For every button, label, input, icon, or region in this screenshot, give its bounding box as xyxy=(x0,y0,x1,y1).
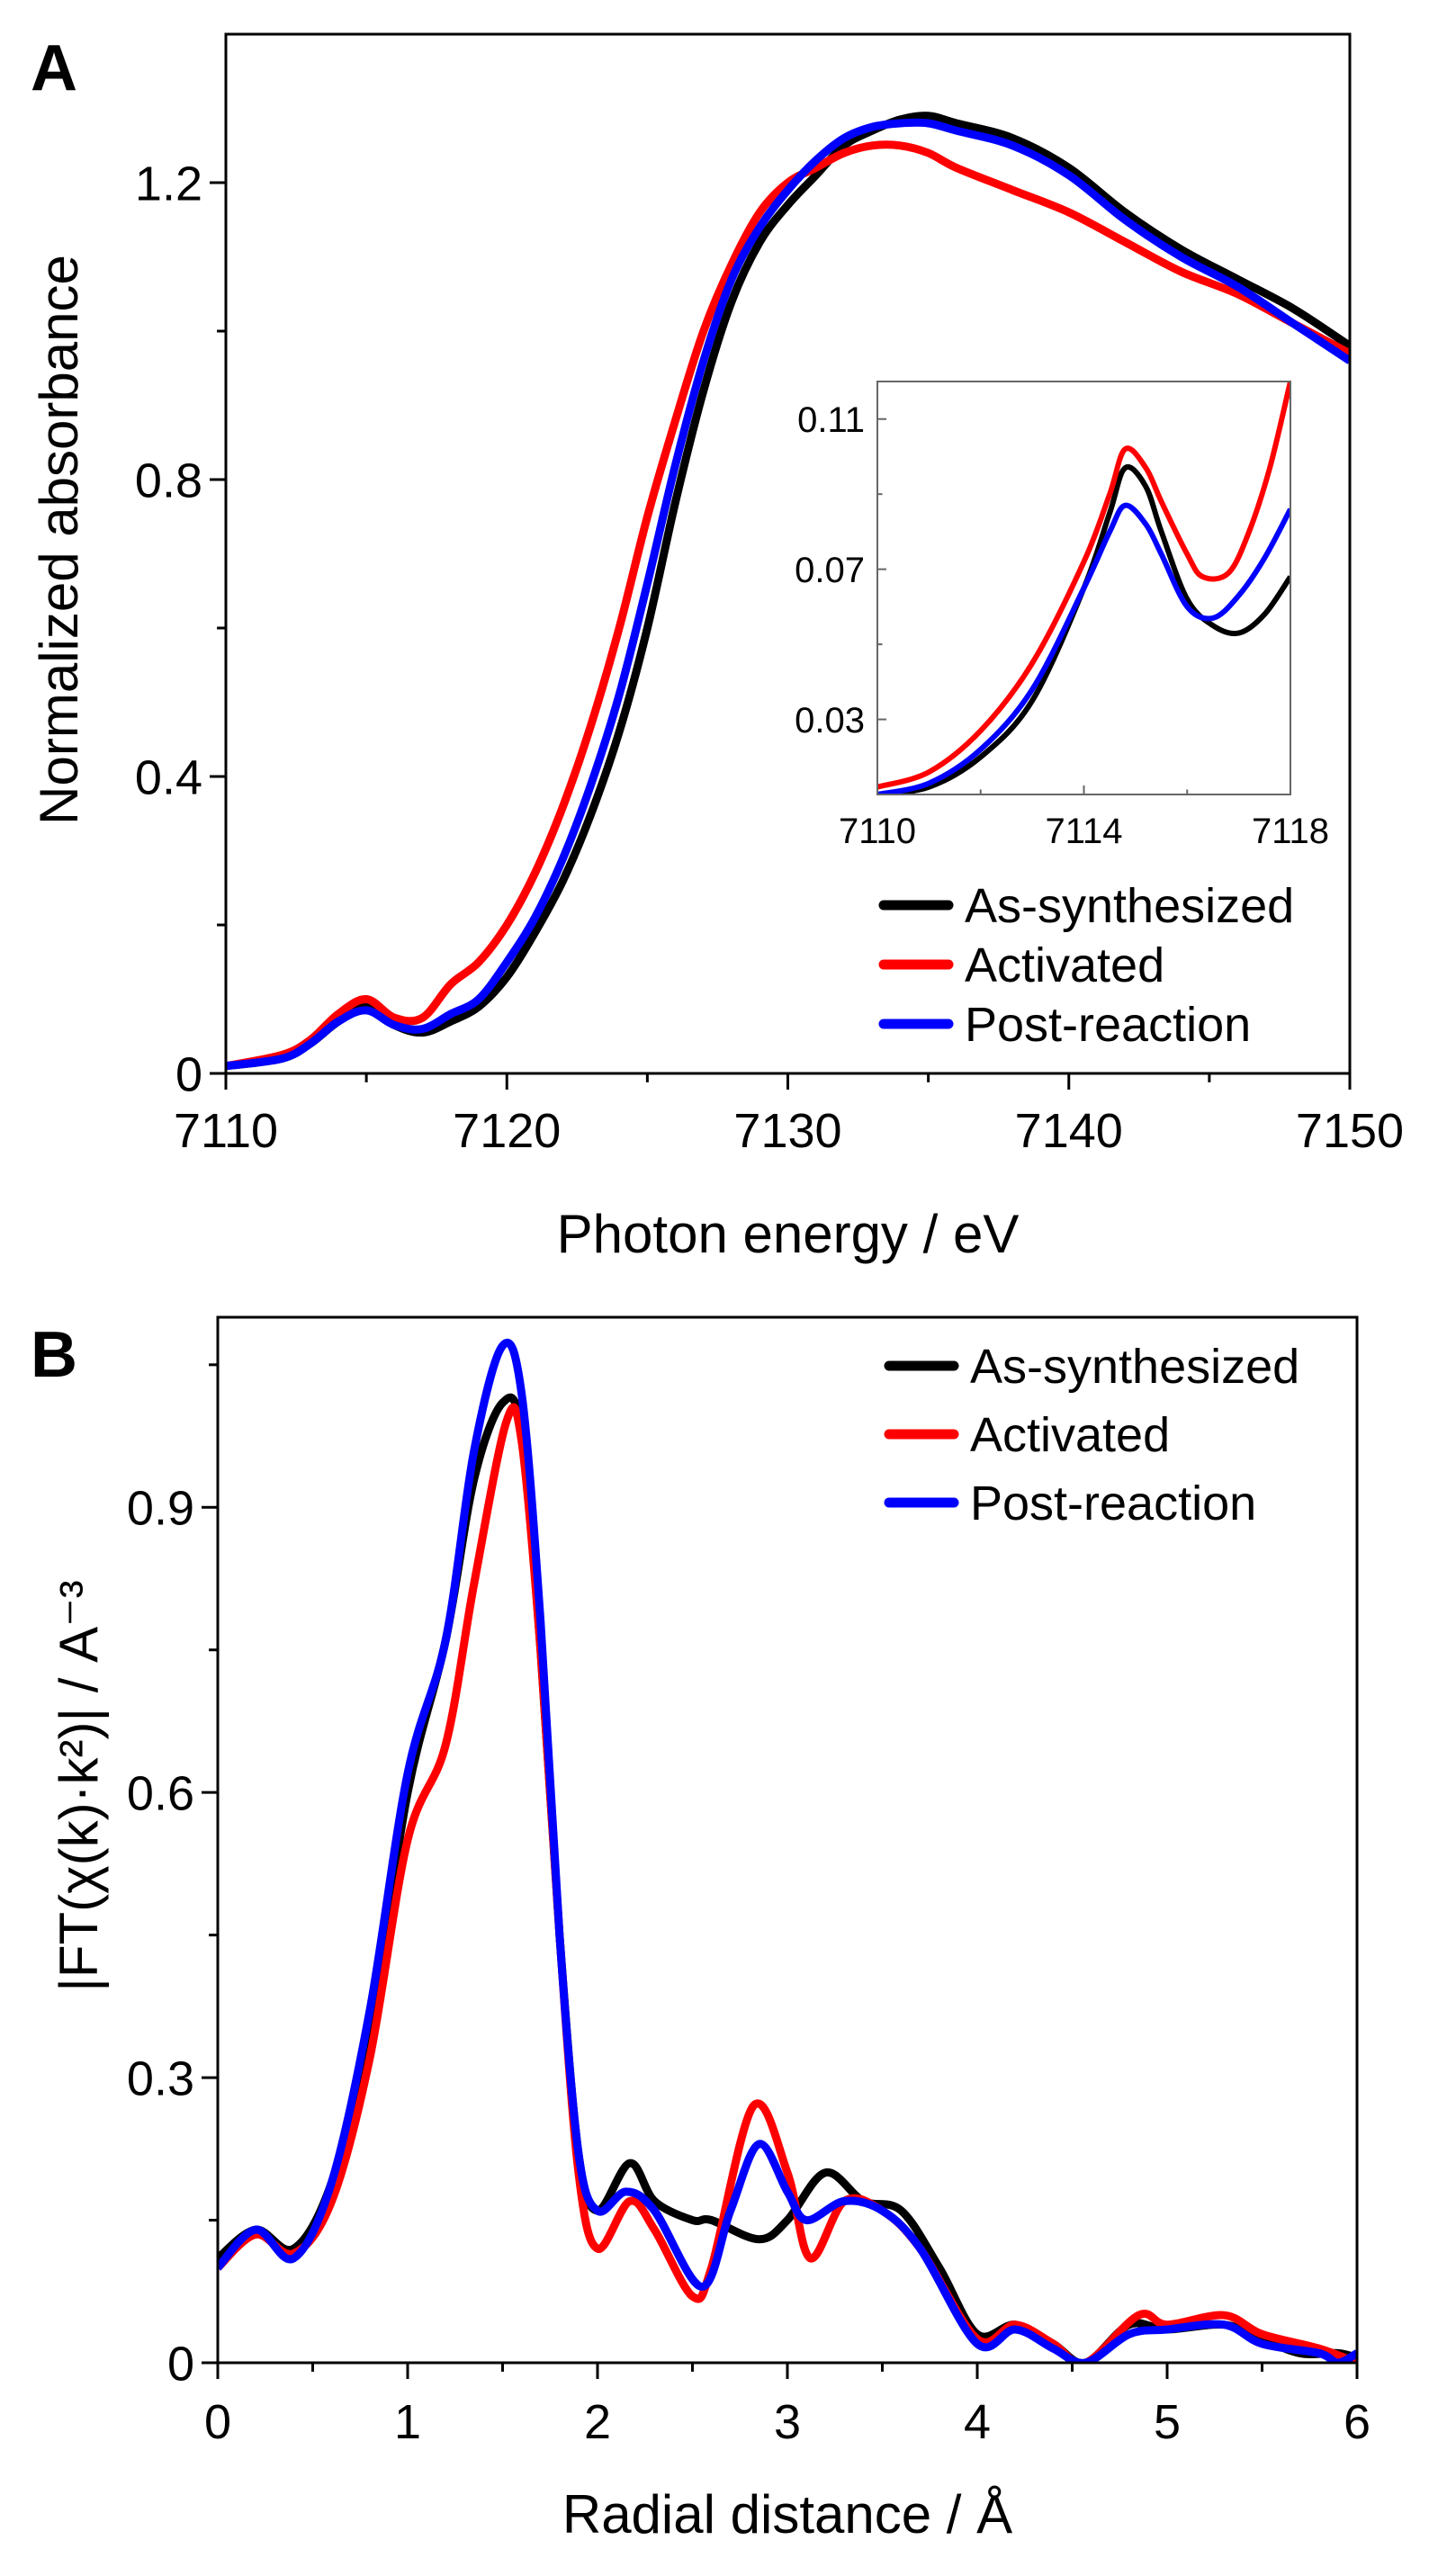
y-tick-label: 0 xyxy=(167,2337,194,2391)
x-tick-label: 4 xyxy=(964,2395,991,2449)
legend-label: As-synthesized xyxy=(970,1340,1299,1394)
legend-label: Post-reaction xyxy=(970,1476,1256,1530)
x-tick-label: 6 xyxy=(1344,2395,1371,2449)
x-tick-label: 3 xyxy=(774,2395,801,2449)
legend-label: Activated xyxy=(970,1408,1170,1462)
legend-item: Post-reaction xyxy=(878,998,1251,1052)
y-tick-label: 0.8 xyxy=(135,453,202,507)
y-tick-label: 0 xyxy=(175,1047,202,1101)
series-line-as-synthesized xyxy=(877,464,1290,794)
series-line-post-reaction xyxy=(226,118,1350,1071)
x-tick-label: 7130 xyxy=(733,1104,841,1158)
series-line-activated xyxy=(226,140,1350,1071)
y-axis-title: Normalized absorbance xyxy=(29,255,89,825)
x-axis-title: Photon energy / eV xyxy=(557,1204,1020,1264)
x-tick-label: 7110 xyxy=(839,812,916,851)
y-tick-label: 0.07 xyxy=(795,551,865,590)
y-axis-title: |FT(χ(k)·k²)| / A⁻³ xyxy=(49,1580,109,1992)
series-line-activated xyxy=(877,381,1290,790)
plot-frame xyxy=(216,1315,1359,2365)
panel-b-chart: 0 1 2 3 4 5 6 0 0.3 0.6 0.9 Radial distance / Å |FT(… xyxy=(49,1315,1371,2545)
x-tick-label: 7110 xyxy=(174,1104,278,1158)
y-tick-label: 0.9 xyxy=(127,1482,194,1536)
panel-label-b: B xyxy=(31,1319,77,1391)
y-tick-label: 0.4 xyxy=(135,750,202,804)
x-axis-title: Radial distance / Å xyxy=(562,2484,1012,2545)
x-tick-label: 5 xyxy=(1154,2395,1181,2449)
legend-label: Activated xyxy=(965,938,1164,992)
series-line-post-reaction xyxy=(218,1338,1357,2363)
legend-item: As-synthesized xyxy=(884,1340,1299,1394)
x-tick-label: 2 xyxy=(584,2395,611,2449)
series-line-post-reaction xyxy=(877,502,1290,794)
legend-label: As-synthesized xyxy=(965,879,1294,933)
panel-label-a: A xyxy=(31,32,77,104)
panel-a-inset: 7110 7114 7118 0.03 0.07 0.11 xyxy=(795,381,1329,851)
x-tick-label: 7118 xyxy=(1252,812,1329,851)
x-tick-label: 7120 xyxy=(453,1104,561,1158)
y-tick-label: 0.3 xyxy=(127,2052,194,2106)
legend-item: As-synthesized xyxy=(878,879,1294,933)
legend-item: Post-reaction xyxy=(884,1476,1256,1530)
x-tick-label: 1 xyxy=(394,2395,421,2449)
panel-a-chart: 7110 7120 7130 7140 7150 0 0.4 0.8 1.2 Photon ene… xyxy=(29,32,1404,1264)
legend-item: Activated xyxy=(884,1408,1170,1462)
x-tick-label: 0 xyxy=(204,2395,231,2449)
y-tick-label: 0.03 xyxy=(795,701,865,740)
y-tick-label: 0.6 xyxy=(127,1767,194,1821)
y-tick-label: 0.11 xyxy=(797,400,865,440)
y-tick-label: 1.2 xyxy=(135,157,202,211)
legend-item: Activated xyxy=(878,938,1164,992)
x-tick-label: 7140 xyxy=(1015,1104,1123,1158)
x-tick-label: 7114 xyxy=(1045,812,1122,851)
legend-label: Post-reaction xyxy=(965,998,1251,1052)
x-tick-label: 7150 xyxy=(1296,1104,1404,1158)
